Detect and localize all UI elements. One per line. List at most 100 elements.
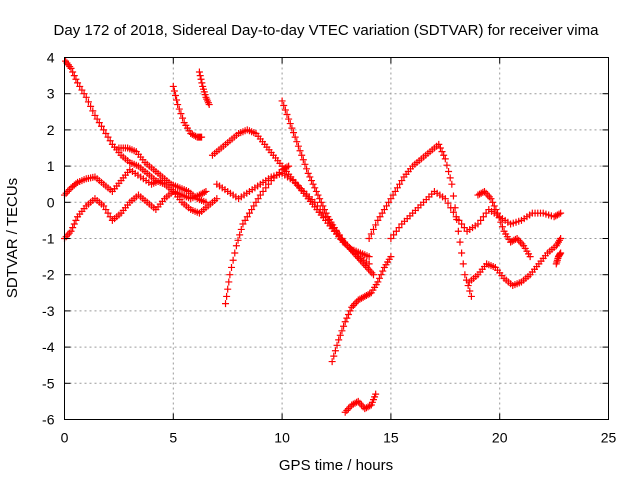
data-point [304, 169, 312, 177]
data-point [356, 399, 364, 407]
data-point [84, 98, 92, 106]
data-point [200, 188, 208, 196]
data-point [175, 105, 183, 113]
data-point [498, 223, 506, 231]
data-point [361, 262, 369, 270]
data-point [69, 68, 77, 76]
data-point [487, 195, 495, 203]
data-point [204, 97, 212, 105]
data-point [557, 249, 565, 257]
data-point [482, 209, 490, 217]
data-point [102, 130, 110, 138]
data-point [82, 93, 90, 101]
series-arc-6 [195, 68, 213, 109]
data-point [351, 300, 359, 308]
grid [64, 57, 609, 420]
data-point [312, 187, 320, 195]
data-point [376, 213, 384, 221]
data-point [223, 292, 231, 300]
data-point [372, 390, 380, 398]
data-point [67, 227, 75, 235]
y-tick-label: 1 [47, 158, 55, 174]
data-point [377, 271, 385, 279]
y-tick-label: -2 [42, 267, 55, 283]
data-point [385, 198, 393, 206]
series-arc-16 [474, 187, 534, 261]
data-point [366, 267, 374, 275]
data-point [495, 214, 503, 222]
data-point [62, 189, 70, 197]
data-point [72, 180, 80, 188]
data-point [518, 240, 526, 248]
data-point [494, 209, 502, 217]
data-point [492, 206, 500, 214]
series-arc-3 [61, 187, 221, 242]
data-point [89, 107, 97, 115]
series-arc-11 [328, 253, 395, 366]
data-point [250, 202, 258, 210]
data-point [291, 133, 299, 141]
data-point [285, 115, 293, 123]
data-point [497, 218, 505, 226]
y-tick-label: 2 [47, 122, 55, 138]
data-point [466, 287, 474, 295]
data-point [441, 155, 449, 163]
x-tick-label: 0 [61, 430, 69, 446]
data-point [557, 235, 565, 242]
data-point [231, 249, 239, 257]
data-point [171, 92, 179, 100]
data-point [387, 253, 395, 261]
data-point [262, 184, 270, 192]
series-arc-15 [465, 235, 565, 290]
data-point [438, 148, 446, 156]
data-point [76, 82, 84, 90]
data-point [198, 133, 206, 141]
data-point [515, 236, 523, 244]
data-point [254, 195, 262, 203]
data-point [100, 202, 108, 210]
data-point [309, 180, 317, 188]
data-point [366, 402, 374, 410]
data-marks [61, 57, 565, 416]
data-point [375, 274, 383, 282]
data-point [328, 358, 336, 366]
data-point [195, 68, 203, 76]
data-point [228, 263, 236, 271]
data-point [489, 198, 497, 206]
data-point [449, 208, 457, 216]
data-point [256, 191, 264, 199]
data-point [62, 233, 70, 241]
data-point [379, 267, 387, 275]
data-point [290, 129, 298, 137]
data-point [301, 160, 309, 168]
series-arc-17 [552, 249, 565, 268]
data-point [285, 162, 293, 170]
data-point [338, 327, 346, 335]
y-tick-label: 4 [47, 50, 55, 66]
data-point [213, 195, 221, 203]
data-point [374, 278, 382, 286]
data-point [106, 137, 114, 145]
data-point [378, 209, 386, 217]
data-point [464, 282, 472, 290]
data-point [67, 64, 75, 72]
data-point [198, 79, 206, 87]
y-tick-label: -6 [42, 412, 55, 428]
data-point [100, 126, 108, 134]
data-point [283, 111, 291, 119]
series-arc-5 [169, 82, 206, 141]
data-point [349, 301, 357, 309]
data-point [316, 195, 324, 203]
data-point [69, 224, 77, 232]
data-point [319, 202, 327, 210]
data-point [87, 102, 95, 110]
data-point [331, 347, 339, 355]
axis-ticks: 0 5 10 15 20 25 -6 -5 -4 -3 -2 -1 0 1 2 3 4 [42, 50, 616, 446]
data-point [248, 206, 256, 214]
data-point [278, 97, 286, 105]
data-point [389, 191, 397, 199]
data-point [70, 72, 78, 80]
data-point [461, 271, 469, 279]
data-point [341, 408, 349, 416]
data-point [477, 216, 485, 224]
